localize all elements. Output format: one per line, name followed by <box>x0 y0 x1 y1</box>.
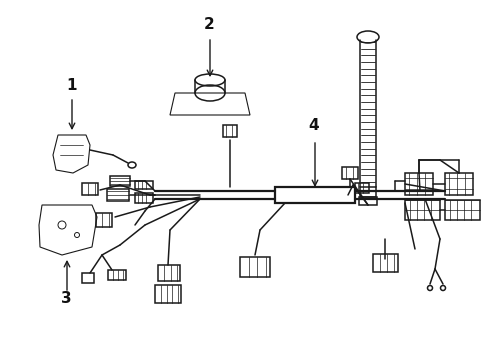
Bar <box>155 285 181 303</box>
Bar <box>360 187 376 197</box>
Bar <box>135 193 153 203</box>
Bar <box>405 200 440 220</box>
Bar <box>359 197 377 205</box>
Bar <box>355 183 369 193</box>
Text: 4: 4 <box>308 118 318 133</box>
Text: 3: 3 <box>61 291 72 306</box>
Bar <box>275 187 355 203</box>
Bar <box>342 167 358 179</box>
Bar <box>405 173 433 195</box>
Text: 1: 1 <box>66 78 76 93</box>
Bar <box>96 213 112 227</box>
Bar <box>107 189 129 201</box>
Bar <box>82 183 98 195</box>
Bar <box>373 254 398 272</box>
Bar <box>158 265 180 281</box>
Bar <box>445 173 473 195</box>
Text: 2: 2 <box>204 17 215 32</box>
Bar <box>82 273 94 283</box>
Bar <box>223 125 237 137</box>
Bar <box>240 257 270 277</box>
Bar <box>108 270 126 280</box>
Bar <box>135 181 153 189</box>
Bar <box>445 200 480 220</box>
Bar <box>110 176 130 186</box>
